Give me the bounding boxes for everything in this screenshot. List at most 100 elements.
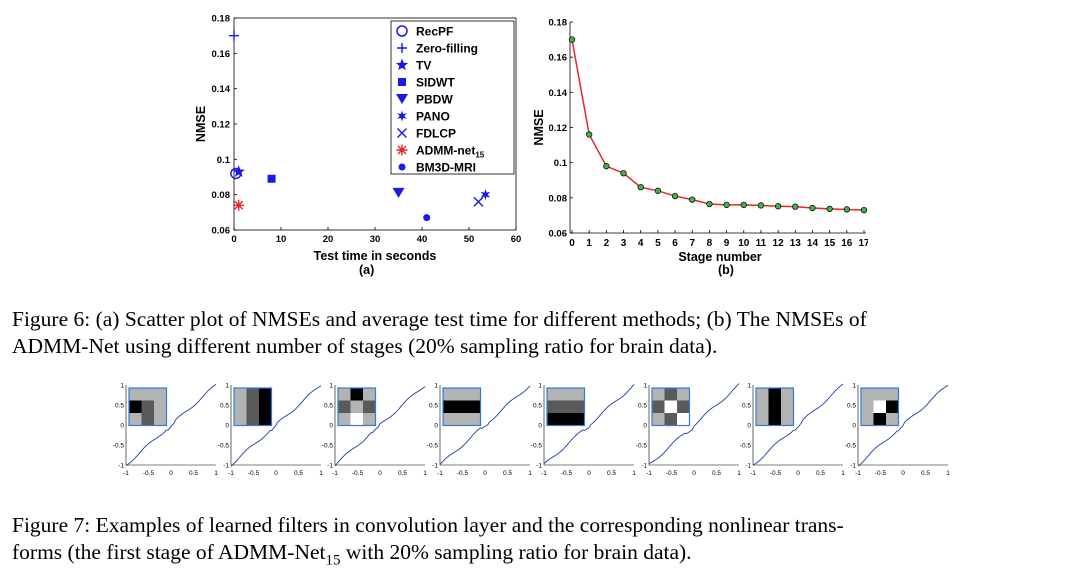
filter-panel-7: 1 0.5 0 -0.5 -1-1 -0.5 0 0.5 1 — [740, 383, 845, 478]
filter-cell — [860, 400, 873, 413]
filter-cell — [246, 413, 259, 426]
filter-cell — [651, 388, 664, 401]
y-tick-label: 0.08 — [549, 193, 568, 204]
x-tick-label: 7 — [689, 238, 695, 249]
filter-cell — [756, 388, 769, 401]
stage-point — [843, 206, 850, 213]
y-tick-label: 1 — [747, 383, 751, 390]
y-tick-label: 0.5 — [533, 403, 542, 410]
filter-cell — [141, 400, 154, 413]
stage-point — [740, 201, 747, 209]
y-tick-label: 0 — [747, 423, 751, 430]
figure7-caption-line2: forms (the first stage of ADMM-Net15 wit… — [12, 539, 1077, 574]
filter-kernel-frame — [441, 387, 481, 427]
y-tick-label: 0 — [852, 423, 856, 430]
nonlinear-transform-curve — [439, 385, 530, 465]
filter-cell — [233, 413, 246, 426]
filter-panel-2: 1 0.5 0 -0.5 -1-1 -0.5 0 0.5 1 — [217, 383, 322, 478]
x-tick-label: 1 — [586, 238, 592, 249]
x-tick-label: 13 — [790, 238, 802, 249]
y-tick-label: 1 — [643, 383, 647, 390]
figure7-caption-line2-a: forms (the first stage of ADMM-Net — [12, 540, 326, 564]
nonlinear-transform-curve — [648, 383, 739, 465]
y-tick-label: 1 — [852, 383, 856, 390]
filter-cell — [154, 413, 167, 426]
filter-cell — [559, 388, 572, 401]
y-tick-label: 0 — [225, 423, 229, 430]
x-tick-label: 8 — [707, 238, 713, 249]
filter-panel-5: 1 0.5 0 -0.5 -1-1 -0.5 0 0.5 1 — [531, 383, 636, 478]
y-tick-label: 0.12 — [212, 120, 231, 131]
filter-cell — [781, 388, 794, 401]
legend-entry: BM3D-MRI — [416, 161, 476, 175]
filter-cell — [885, 413, 898, 426]
data-point-tv — [232, 165, 245, 177]
y-tick-label: 0.06 — [212, 226, 231, 237]
y-tick-label: 0 — [120, 423, 124, 430]
filter-cell — [651, 400, 664, 413]
filter-cell — [559, 413, 572, 426]
x-tick-label: 0 — [274, 470, 278, 477]
legend-marker-bm3d-mri — [398, 163, 406, 171]
filter-cell — [154, 388, 167, 401]
y-tick-label: -0.5 — [217, 443, 229, 450]
y-tick-label: 1 — [120, 383, 124, 390]
x-tick-label: 0 — [231, 234, 236, 245]
x-tick-label: 1 — [214, 470, 218, 477]
legend-marker-tv — [395, 58, 409, 71]
filter-cell — [246, 400, 259, 413]
data-point-sidwt — [267, 174, 276, 183]
filter-panel-8: 1 0.5 0 -0.5 -1-1 -0.5 0 0.5 1 — [844, 383, 949, 478]
filter-cell — [233, 388, 246, 401]
filter-cell — [455, 413, 468, 426]
filter-cell — [860, 413, 873, 426]
y-tick-label: 0 — [329, 423, 333, 430]
y-tick-label: 0.16 — [212, 49, 231, 60]
x-tick-label: 0.5 — [607, 470, 616, 477]
filter-cell — [664, 413, 677, 426]
legend-marker-recpf — [396, 25, 408, 37]
legend-marker-admm-net — [396, 144, 408, 156]
legend-entry: SIDWT — [416, 76, 455, 90]
legend-box — [390, 20, 515, 175]
y-tick-label: 1 — [434, 383, 438, 390]
stage-point — [860, 206, 868, 214]
stage-point — [809, 204, 816, 212]
nonlinear-transform-curve — [125, 384, 217, 466]
x-tick-label: 0.5 — [711, 470, 720, 477]
panel-b-label: (b) — [718, 263, 734, 277]
y-tick-label: -0.5 — [844, 443, 856, 450]
panel-a-label: (a) — [359, 263, 375, 277]
figure6-caption: Figure 6: (a) Scatter plot of NMSEs and … — [12, 306, 1077, 360]
filter-kernel-frame — [232, 387, 272, 427]
filter-cell — [258, 413, 271, 426]
x-tick-label: -1 — [123, 470, 129, 477]
filter-cell — [442, 388, 455, 401]
figure6-caption-line1: Figure 6: (a) Scatter plot of NMSEs and … — [12, 307, 867, 331]
x-tick-label: 0.5 — [398, 470, 407, 477]
x-tick-label: -1 — [332, 470, 338, 477]
x-axis-label: Stage number — [678, 250, 761, 264]
y-axis-label: NMSE — [532, 109, 546, 145]
y-tick-label: 0.12 — [549, 123, 568, 134]
filter-cell — [442, 400, 455, 413]
stage-point — [603, 163, 610, 170]
y-tick-label: 0.5 — [846, 403, 855, 410]
legend-entry: TV — [416, 59, 431, 73]
filter-cell — [338, 400, 351, 413]
filter-kernel-frame — [337, 387, 377, 427]
y-tick-label: -1 — [223, 463, 229, 470]
filter-cell — [664, 388, 677, 401]
x-tick-label: -1 — [228, 470, 234, 477]
filter-cell — [233, 400, 246, 413]
filter-panel-3: 1 0.5 0 -0.5 -1-1 -0.5 0 0.5 1 — [322, 383, 427, 478]
x-tick-label: 4 — [638, 238, 644, 249]
stage-point — [826, 205, 833, 213]
y-tick-label: 1 — [538, 383, 542, 390]
x-tick-label: 1 — [841, 470, 845, 477]
x-tick-label: 6 — [672, 238, 678, 249]
x-tick-label: 10 — [276, 234, 287, 245]
legend-marker-sidwt — [398, 78, 406, 86]
x-tick-label: 30 — [370, 234, 381, 245]
legend-marker-zero-filling — [397, 43, 407, 53]
